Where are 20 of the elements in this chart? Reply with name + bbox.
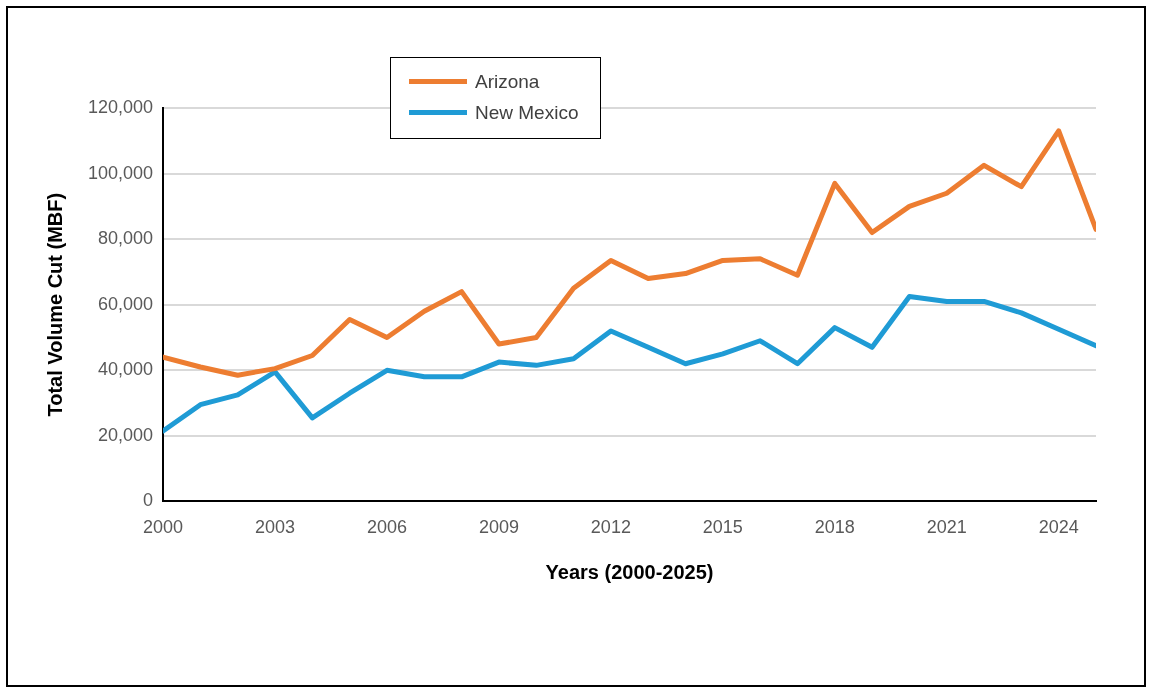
y-tick-label: 40,000 <box>98 359 154 380</box>
x-tick-label: 2012 <box>590 517 631 538</box>
y-tick-label: 0 <box>143 490 154 511</box>
y-axis-title: Total Volume Cut (MBF) <box>43 192 66 417</box>
legend-label: Arizona <box>475 70 540 93</box>
x-tick-label: 2009 <box>478 517 519 538</box>
x-tick-label: 2015 <box>702 517 743 538</box>
x-tick-label: 2024 <box>1038 517 1079 538</box>
y-tick-label: 20,000 <box>98 424 154 445</box>
x-axis-title: Years (2000-2025) <box>545 560 714 583</box>
y-tick-label: 80,000 <box>98 228 154 249</box>
y-tick-label: 60,000 <box>98 293 154 314</box>
x-tick-label: 2003 <box>254 517 296 538</box>
legend-label: New Mexico <box>475 101 579 124</box>
x-tick-label: 2006 <box>366 517 407 538</box>
x-tick-label: 2021 <box>926 517 967 538</box>
y-tick-label: 120,000 <box>87 96 154 117</box>
y-tick-label: 100,000 <box>87 162 154 183</box>
x-tick-label: 2018 <box>814 517 855 538</box>
x-tick-label: 2000 <box>143 517 184 538</box>
